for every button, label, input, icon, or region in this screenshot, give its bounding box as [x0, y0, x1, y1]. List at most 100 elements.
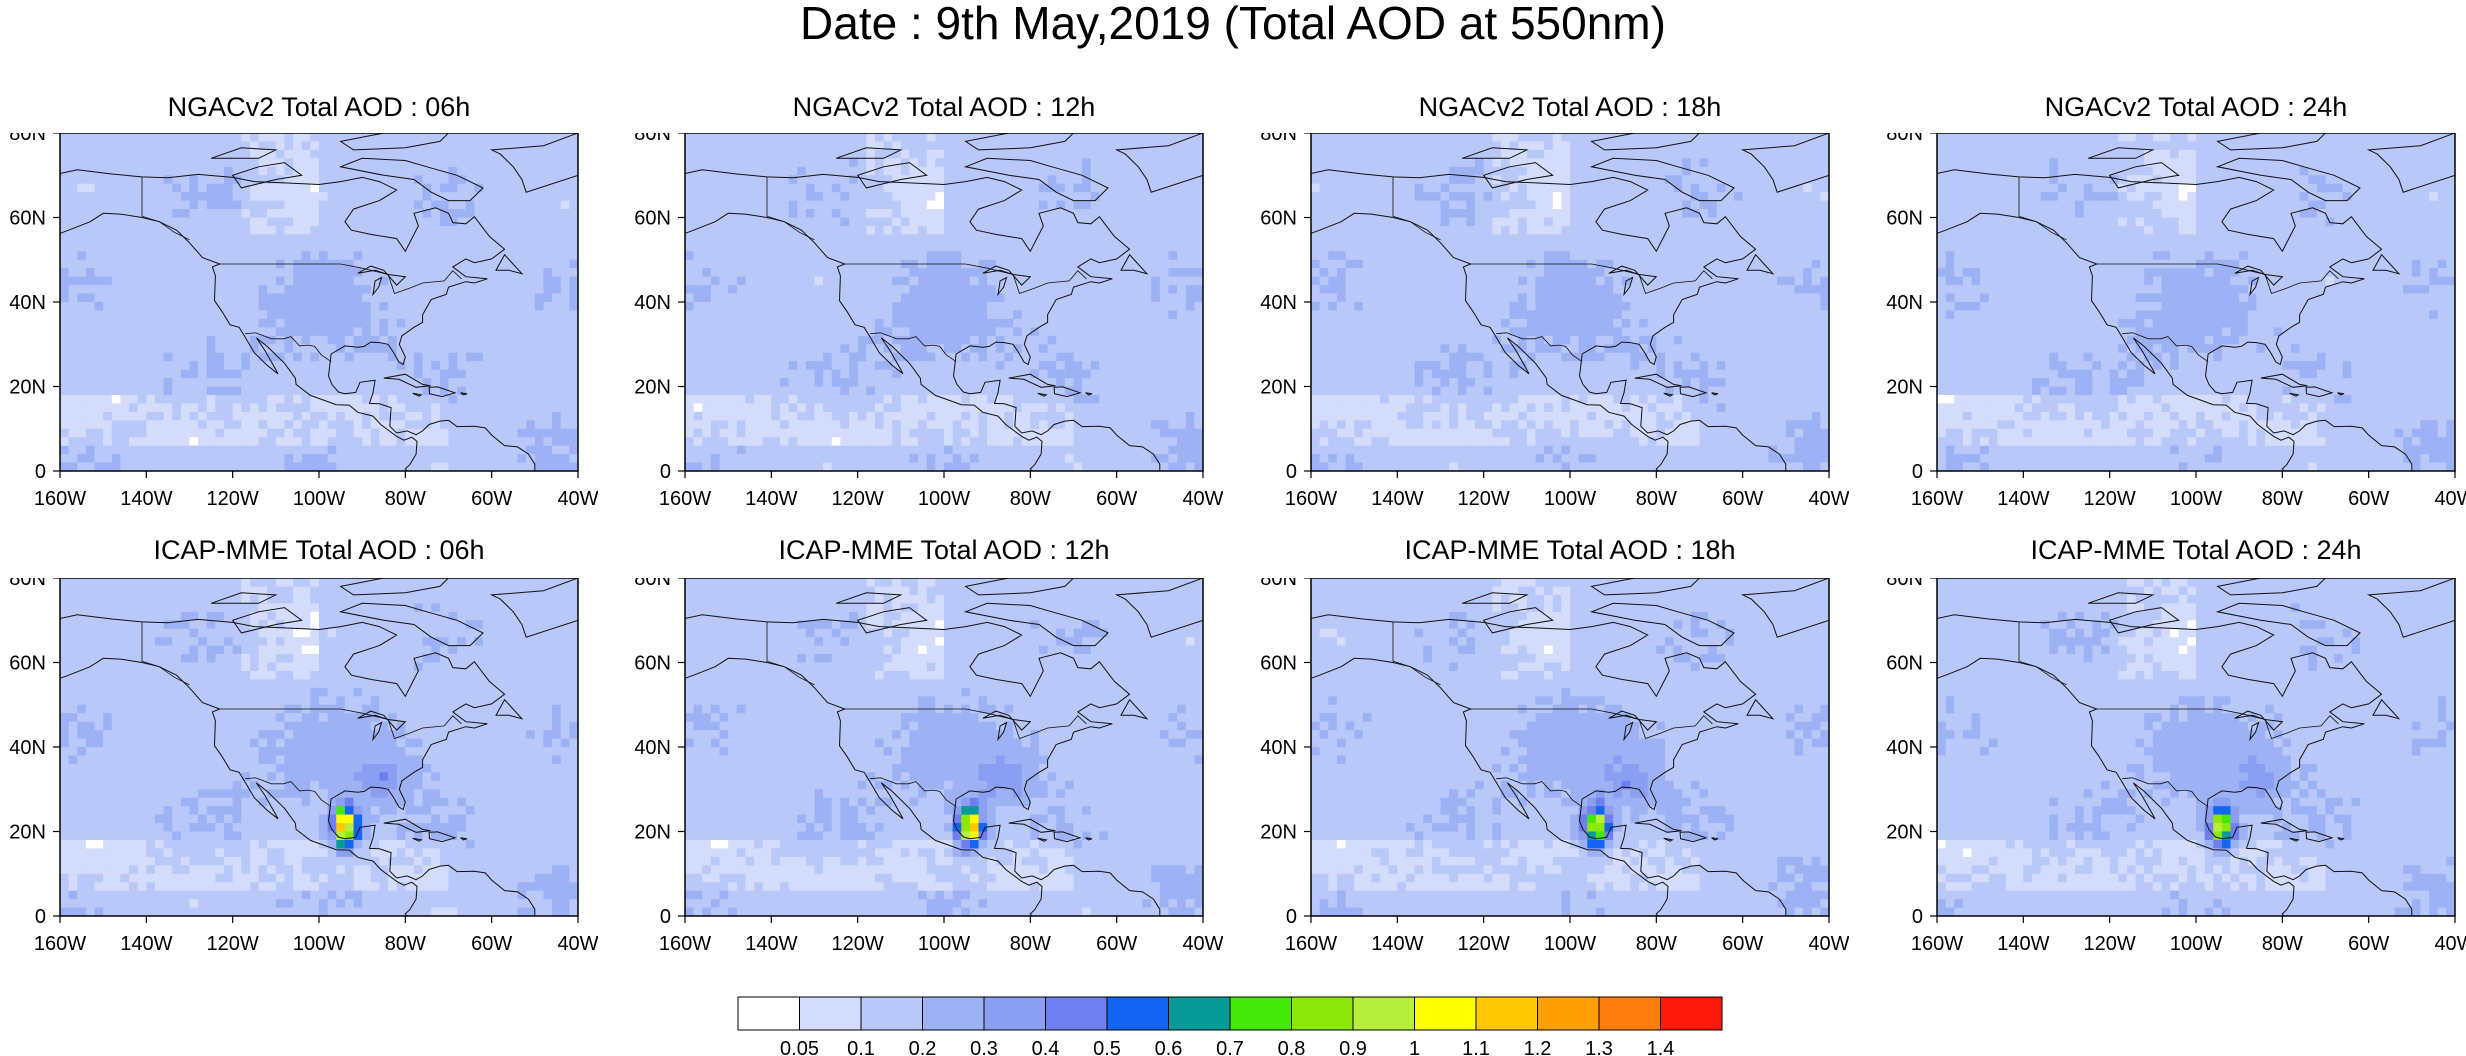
x-tick-label: 140W — [120, 933, 172, 955]
colorbar-box — [1352, 996, 1415, 1031]
y-tick-label: 40N — [1886, 737, 1923, 759]
colorbar-label: 0.9 — [1339, 1038, 1367, 1056]
x-tick-label: 40W — [2434, 933, 2466, 955]
y-tick-label: 40N — [9, 292, 46, 314]
x-tick-label: 100W — [2170, 933, 2222, 955]
y-tick-label: 60N — [1886, 208, 1923, 230]
x-tick-label: 60W — [1096, 933, 1137, 955]
coastlines — [1937, 133, 2455, 471]
x-tick-label: 80W — [2262, 488, 2303, 510]
y-tick-label: 40N — [634, 292, 671, 314]
x-tick-label: 160W — [34, 488, 86, 510]
main-title: Date : 9th May,2019 (Total AOD at 550nm) — [800, 0, 1666, 49]
x-tick-label: 120W — [2084, 488, 2136, 510]
colorbar-label: 1.4 — [1647, 1038, 1675, 1056]
x-tick-label: 100W — [918, 488, 970, 510]
colorbar-label: 1.2 — [1524, 1038, 1552, 1056]
aod-field — [1937, 133, 2455, 471]
y-tick-label: 80N — [1886, 578, 1923, 590]
panel-title: NGACv2 Total AOD : 18h — [1418, 92, 1722, 122]
y-tick-label: 40N — [1260, 737, 1297, 759]
x-tick-label: 40W — [557, 933, 598, 955]
y-tick-label: 60N — [634, 208, 671, 230]
map-panel: 160W 140W 120W 100W 80W 60W 40W 0 20N 40N 60N 80N — [1260, 578, 1849, 955]
y-tick-label: 0 — [660, 461, 671, 483]
x-tick-label: 40W — [1182, 488, 1223, 510]
colorbar-label: 0.05 — [780, 1038, 819, 1056]
map-area: 160W 140W 120W 100W 80W 60W 40W 0 20N 40N 60N 80N — [1260, 578, 1849, 955]
y-tick-label: 80N — [9, 133, 46, 145]
y-tick-label: 80N — [1260, 578, 1297, 590]
colorbar-box — [1414, 996, 1477, 1031]
x-tick-label: 80W — [1636, 933, 1677, 955]
x-tick-label: 140W — [1371, 488, 1423, 510]
panel-title: ICAP-MME Total AOD : 12h — [778, 535, 1110, 565]
map-panel: 160W 140W 120W 100W 80W 60W 40W 0 20N 40N 60N 80N — [1886, 133, 2466, 510]
colorbar-box — [1229, 996, 1292, 1031]
y-tick-label: 20N — [9, 822, 46, 844]
y-tick-label: 20N — [1886, 822, 1923, 844]
colorbar-box — [860, 996, 923, 1031]
y-tick-label: 80N — [1886, 133, 1923, 145]
panel-title: ICAP-MME Total AOD : 18h — [1404, 535, 1736, 565]
x-tick-label: 160W — [659, 488, 711, 510]
map-area: 160W 140W 120W 100W 80W 60W 40W 0 20N 40N 60N 80N — [9, 578, 598, 955]
y-tick-label: 60N — [1260, 653, 1297, 675]
x-tick-label: 80W — [1010, 933, 1051, 955]
y-tick-label: 0 — [35, 461, 46, 483]
colorbar-label: 0.8 — [1278, 1038, 1306, 1056]
map-area: 160W 140W 120W 100W 80W 60W 40W 0 20N 40N 60N 80N — [1260, 133, 1849, 510]
panel-title: NGACv2 Total AOD : 24h — [2044, 92, 2348, 122]
map-area: 160W 140W 120W 100W 80W 60W 40W 0 20N 40N 60N 80N — [634, 133, 1223, 510]
x-tick-label: 80W — [2262, 933, 2303, 955]
map-panel: 160W 140W 120W 100W 80W 60W 40W 0 20N 40N 60N 80N — [9, 578, 598, 955]
map-panel: 160W 140W 120W 100W 80W 60W 40W 0 20N 40N 60N 80N — [1886, 578, 2466, 955]
x-tick-label: 140W — [120, 488, 172, 510]
colorbar-box — [1537, 996, 1600, 1031]
x-tick-label: 100W — [1544, 933, 1596, 955]
y-tick-label: 20N — [1886, 377, 1923, 399]
y-tick-label: 20N — [9, 377, 46, 399]
aod-field — [1937, 578, 2455, 916]
coastlines — [1311, 133, 1829, 471]
y-tick-label: 0 — [1286, 906, 1297, 928]
x-tick-label: 80W — [1636, 488, 1677, 510]
x-tick-label: 140W — [1997, 488, 2049, 510]
x-tick-label: 80W — [385, 933, 426, 955]
x-tick-label: 140W — [745, 933, 797, 955]
x-tick-label: 120W — [207, 488, 259, 510]
y-tick-label: 60N — [9, 653, 46, 675]
colorbar-label: 0.6 — [1155, 1038, 1183, 1056]
x-tick-label: 60W — [1096, 488, 1137, 510]
x-tick-label: 120W — [832, 488, 884, 510]
colorbar-box — [1045, 996, 1108, 1031]
colorbar-label: 0.3 — [970, 1038, 998, 1056]
x-tick-label: 140W — [1371, 933, 1423, 955]
coastlines — [60, 578, 578, 916]
x-tick-label: 120W — [2084, 933, 2136, 955]
map-panel: 160W 140W 120W 100W 80W 60W 40W 0 20N 40N 60N 80N — [634, 578, 1223, 955]
map-area: 160W 140W 120W 100W 80W 60W 40W 0 20N 40N 60N 80N — [634, 578, 1223, 955]
y-tick-label: 20N — [634, 822, 671, 844]
y-tick-label: 40N — [634, 737, 671, 759]
y-tick-label: 40N — [1260, 292, 1297, 314]
y-tick-label: 0 — [660, 906, 671, 928]
colorbar-box — [799, 996, 862, 1031]
x-tick-label: 80W — [385, 488, 426, 510]
x-tick-label: 160W — [34, 933, 86, 955]
aod-field — [685, 133, 1203, 471]
x-tick-label: 40W — [557, 488, 598, 510]
aod-field — [60, 133, 578, 471]
y-tick-label: 60N — [1260, 208, 1297, 230]
x-tick-label: 60W — [471, 933, 512, 955]
x-tick-label: 60W — [2348, 488, 2389, 510]
x-tick-label: 100W — [1544, 488, 1596, 510]
colorbar-box — [1168, 996, 1231, 1031]
x-tick-label: 80W — [1010, 488, 1051, 510]
map-panel: 160W 140W 120W 100W 80W 60W 40W 0 20N 40N 60N 80N — [634, 133, 1223, 510]
x-tick-label: 120W — [1458, 488, 1510, 510]
panel-title: NGACv2 Total AOD : 12h — [792, 92, 1096, 122]
colorbar-label: 1.3 — [1585, 1038, 1613, 1056]
x-tick-label: 100W — [293, 488, 345, 510]
y-tick-label: 60N — [1886, 653, 1923, 675]
